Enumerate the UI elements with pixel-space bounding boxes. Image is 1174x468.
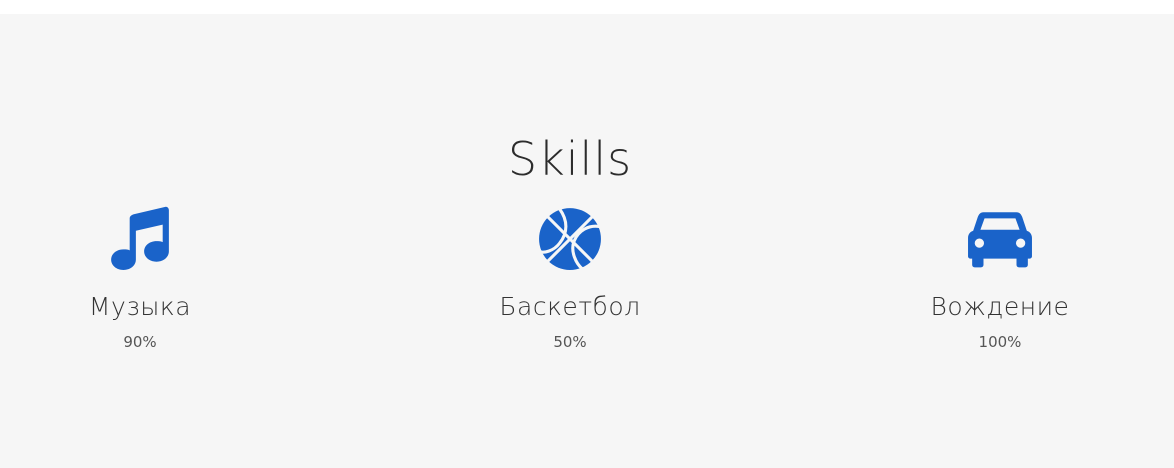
skill-name: Музыка <box>88 292 192 321</box>
skill-item-basketball: Баскетбол 50% <box>450 206 690 350</box>
skill-name: Вождение <box>930 292 1070 321</box>
skill-level: 100% <box>978 333 1022 351</box>
skill-item-driving: Вождение 100% <box>880 206 1120 350</box>
skill-level: 90% <box>123 333 157 351</box>
skill-level: 50% <box>553 333 587 351</box>
skills-section: Skills Музыка 90% Баскетбол 50% <box>0 14 1174 468</box>
basketball-icon <box>537 206 603 272</box>
music-note-icon <box>107 206 173 272</box>
skill-item-music: Музыка 90% <box>20 206 260 350</box>
skill-name: Баскетбол <box>499 292 641 321</box>
car-icon <box>967 206 1033 272</box>
section-title: Skills <box>507 132 633 186</box>
